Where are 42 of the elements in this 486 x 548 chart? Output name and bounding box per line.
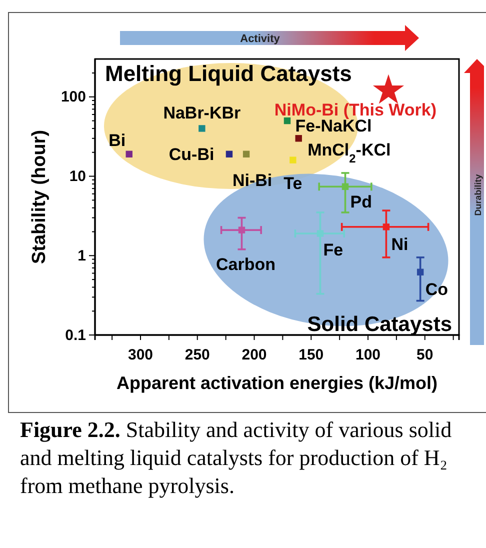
text: Durability (473, 174, 483, 216)
x-tick-label: 100 (355, 346, 381, 364)
x-axis-title: Apparent activation energies (kJ/mol) (116, 373, 438, 393)
point (372, 74, 404, 104)
x-tick-label: 50 (416, 346, 434, 364)
x-tick-label: 300 (128, 346, 154, 364)
series-label: NaBr-KBr (163, 103, 242, 122)
point (242, 150, 250, 158)
y-axis-title: Stability (hour) (29, 130, 50, 264)
point (290, 156, 296, 164)
series-label: Bi (108, 131, 126, 150)
point (316, 230, 324, 237)
series-label: Fe (323, 240, 344, 260)
text: Activity (240, 33, 281, 45)
point (295, 135, 302, 142)
point (342, 183, 349, 190)
x-tick-label: 150 (298, 346, 324, 364)
text: Figure 2.2. Stability and activity of various solid and melting liquid catalysts for production of H₂ from methane pyrolysis. (20, 417, 452, 498)
x-tick-label: 200 (242, 346, 267, 364)
point (238, 226, 246, 234)
point (416, 268, 424, 276)
series-label: Te (284, 174, 302, 193)
y-tick-label: 1 (78, 247, 86, 264)
point (198, 125, 206, 132)
series-label: Ni-Bi (232, 171, 272, 190)
series-label: Ni (391, 234, 408, 254)
y-tick-label: 10 (69, 168, 86, 186)
annotation: Solid Cataysts (307, 313, 452, 336)
series-label: Pd (350, 192, 372, 212)
point (226, 150, 233, 158)
y-tick-label: 100 (60, 88, 86, 106)
series-label: NiMo-Bi (This Work) (274, 100, 437, 120)
series-label: Co (425, 280, 448, 300)
point (382, 224, 390, 230)
series-label: Carbon (216, 255, 276, 274)
series-label: MnCl$_{2}$-KCl (308, 140, 391, 166)
point (126, 150, 132, 158)
point (284, 117, 291, 124)
series-label: Cu-Bi (168, 145, 214, 164)
y-tick-label: 0.1 (65, 326, 86, 344)
annotation: Melting Liquid Cataysts (105, 61, 352, 86)
x-tick-label: 250 (184, 346, 210, 364)
